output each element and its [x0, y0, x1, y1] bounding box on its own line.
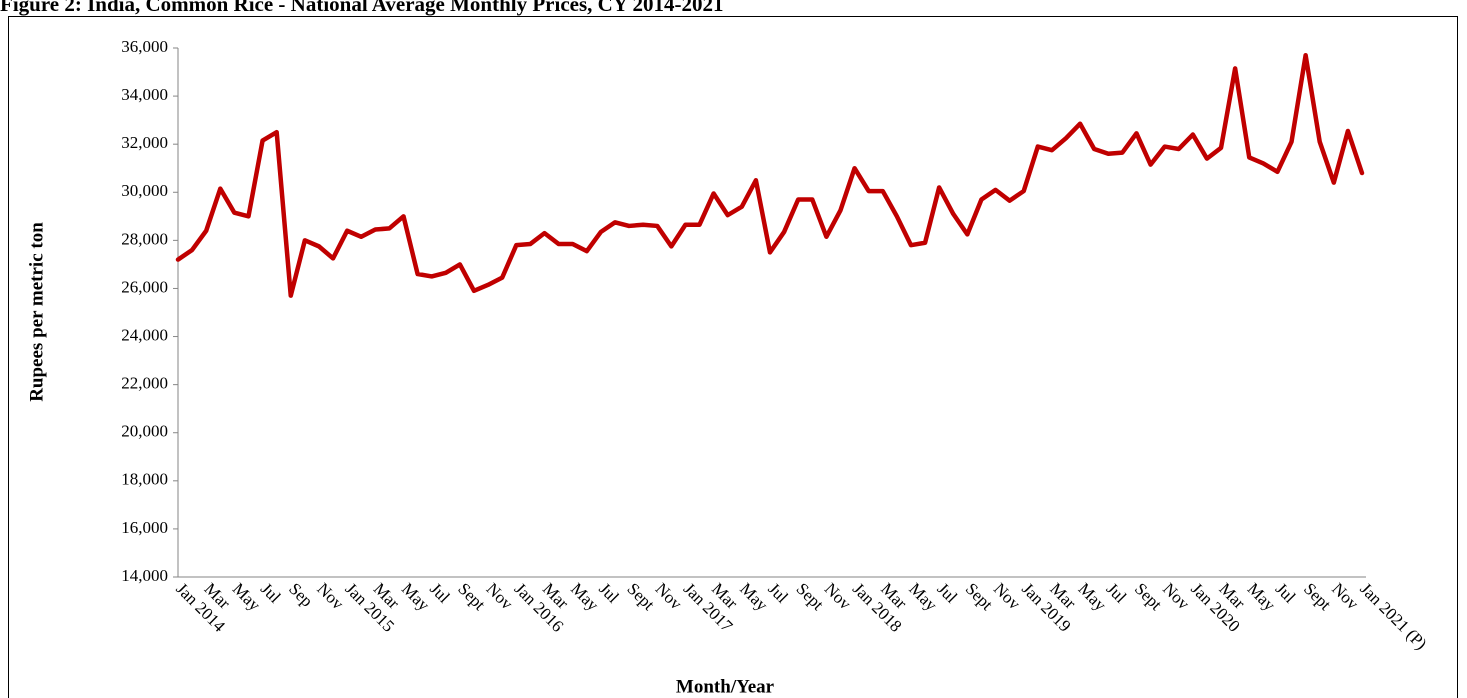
chart-frame — [8, 16, 1458, 698]
x-tick-label: Nov — [652, 579, 686, 613]
x-axis-label: Month/Year — [676, 676, 775, 697]
x-tick-label: Sept — [623, 579, 658, 614]
y-tick-label: 24,000 — [121, 325, 168, 344]
x-tick-label: Nov — [313, 579, 347, 613]
x-tick-label: Sept — [962, 579, 997, 614]
x-tick-label: Sep — [285, 579, 316, 610]
x-tick-label: Sept — [454, 579, 489, 614]
x-tick-label: May — [905, 579, 941, 615]
x-tick-label: May — [567, 579, 603, 615]
x-tick-label: Jan 2021 (P) — [1356, 579, 1430, 653]
y-tick-label: 32,000 — [121, 133, 168, 152]
x-tick-label: Nov — [1328, 579, 1362, 613]
chart-title: Figure 2: India, Common Rice - National … — [0, 0, 723, 16]
y-tick-label: 30,000 — [121, 181, 168, 200]
x-tick-label: Sept — [793, 579, 828, 614]
y-tick-label: 26,000 — [121, 277, 168, 296]
x-tick-label: May — [1244, 579, 1280, 615]
y-tick-label: 36,000 — [121, 37, 168, 56]
x-tick-label: May — [1075, 579, 1111, 615]
y-tick-label: 34,000 — [121, 85, 168, 104]
y-tick-label: 14,000 — [121, 566, 168, 585]
x-tick-label: May — [229, 579, 265, 615]
y-tick-label: 20,000 — [121, 422, 168, 441]
y-tick-label: 18,000 — [121, 470, 168, 489]
x-tick-label: May — [398, 579, 434, 615]
x-tick-label: Nov — [821, 579, 855, 613]
y-tick-label: 28,000 — [121, 229, 168, 248]
x-tick-label: Sept — [1300, 579, 1335, 614]
series-line — [175, 52, 1365, 298]
x-tick-label: Nov — [1159, 579, 1193, 613]
y-tick-label: 22,000 — [121, 374, 168, 393]
y-axis-label: Rupees per metric ton — [26, 222, 47, 402]
x-tick-label: Sept — [1131, 579, 1166, 614]
x-tick-label: Nov — [483, 579, 517, 613]
x-tick-label: Nov — [990, 579, 1024, 613]
y-tick-label: 16,000 — [121, 518, 168, 537]
x-tick-label: May — [736, 579, 772, 615]
